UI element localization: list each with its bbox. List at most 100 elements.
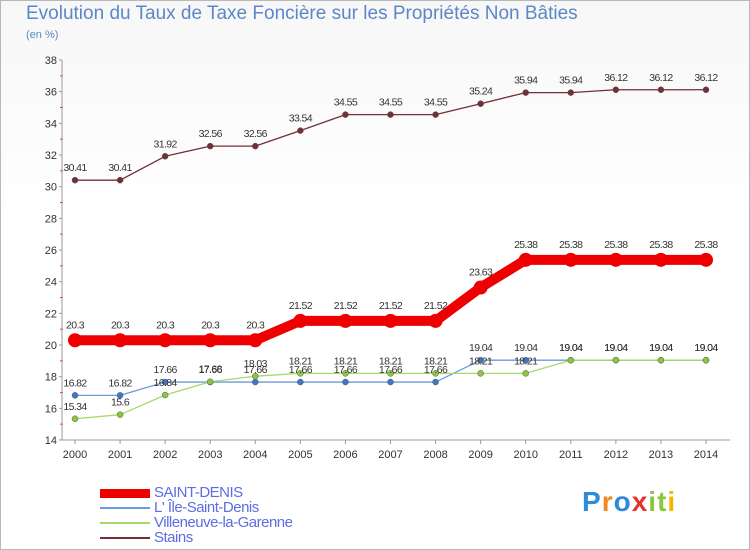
data-point [116,411,124,418]
data-label: 21.52 [379,300,403,312]
data-point [338,313,353,328]
data-label: 17.68 [199,364,223,376]
data-point [71,415,79,423]
data-point [563,252,578,267]
data-point [477,356,484,364]
chart-title: Evolution du Taux de Taxe Foncière sur l… [26,3,578,24]
data-point [608,252,623,267]
legend-swatch [100,507,150,509]
data-point [252,142,259,150]
legend-label: SAINT-DENIS [154,484,243,501]
x-tick-label: 2012 [604,449,628,461]
data-label: 16.82 [63,377,87,389]
data-point [657,86,665,94]
data-label: 16.82 [108,377,132,389]
logo-letter: r [601,486,614,517]
data-point [477,370,484,377]
data-label: 17.66 [334,364,358,376]
y-tick-label: 24 [45,277,57,289]
y-tick-label: 36 [45,87,57,99]
data-label: 17.66 [154,364,178,376]
data-label: 19.04 [694,342,718,354]
data-label: 16.84 [154,377,178,389]
data-point [612,86,620,94]
data-point [518,252,533,267]
data-label: 18.21 [514,355,538,367]
data-label: 19.04 [604,342,628,354]
data-label: 25.38 [694,239,718,251]
y-tick-label: 28 [45,213,57,225]
data-point [387,111,394,118]
data-label: 15.34 [63,401,87,413]
data-point [432,111,439,118]
data-point [342,378,349,386]
data-label: 33.54 [289,113,313,125]
data-point [342,111,349,118]
data-label: 30.41 [63,162,87,174]
y-tick-label: 16 [45,403,57,415]
data-label: 17.66 [424,364,448,376]
data-label: 34.55 [379,97,403,109]
logo-letter: t [657,486,668,517]
data-label: 21.52 [334,300,358,312]
data-label: 36.12 [649,72,673,84]
x-tick-label: 2000 [63,449,87,461]
data-point [567,356,575,364]
data-point [252,378,259,386]
y-tick-label: 18 [45,372,57,384]
data-label: 17.66 [244,364,268,376]
data-point [158,333,173,348]
data-point [432,370,439,377]
data-label: 20.3 [66,319,85,331]
data-point [522,356,529,364]
data-label: 34.55 [424,97,448,109]
data-point [699,252,713,267]
data-point [297,127,304,134]
data-point [161,153,169,160]
data-label: 36.12 [604,72,628,84]
data-point [702,86,710,94]
data-label: 20.3 [156,319,175,331]
y-tick-label: 14 [45,435,57,447]
data-point [522,89,529,96]
logo-letter: x [631,486,649,517]
data-point [113,333,128,348]
data-point [206,142,214,150]
data-label: 20.3 [246,319,265,331]
data-point [522,370,529,377]
x-tick-label: 2002 [153,449,177,461]
data-point [297,378,304,386]
legend-label: L' Île-Saint-Denis [154,499,259,516]
data-label: 32.56 [244,128,268,140]
data-point [383,313,398,328]
logo-letter: P [582,486,602,517]
data-label: 21.52 [424,300,448,312]
x-tick-label: 2007 [378,449,402,461]
x-tick-label: 2009 [468,449,492,461]
data-label: 19.04 [469,342,493,354]
data-point [342,370,349,377]
y-tick-label: 34 [45,118,57,130]
legend-swatch [100,488,150,498]
data-point [203,333,218,348]
data-point [297,370,304,377]
data-label: 25.38 [604,239,628,251]
data-label: 19.04 [559,342,583,354]
data-point [68,333,82,348]
data-label: 18.21 [424,355,448,367]
y-unit-label: (en %) [26,29,59,41]
data-label: 32.56 [199,128,223,140]
data-point [161,391,169,399]
y-tick-label: 38 [45,55,57,67]
data-point [702,356,710,364]
x-tick-label: 2003 [198,449,222,461]
data-label: 19.04 [694,342,718,354]
logo-letter: i [667,486,677,517]
x-tick-label: 2011 [559,449,583,461]
data-label: 23.63 [469,267,493,279]
legend-label: Stains [154,529,193,546]
x-tick-label: 2010 [513,449,537,461]
data-point [71,176,79,184]
